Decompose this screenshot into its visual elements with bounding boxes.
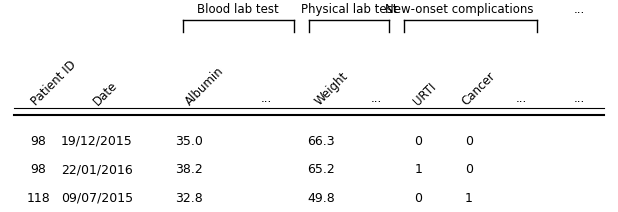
Text: 98: 98 [30, 163, 46, 176]
Text: 0: 0 [415, 192, 423, 205]
Text: ...: ... [574, 3, 585, 17]
Text: 1: 1 [465, 192, 473, 205]
Text: Albumin: Albumin [183, 65, 227, 108]
Text: 118: 118 [27, 192, 50, 205]
Text: URTI: URTI [410, 81, 438, 108]
Text: 0: 0 [415, 135, 423, 148]
Text: 38.2: 38.2 [175, 163, 203, 176]
Text: 32.8: 32.8 [175, 192, 203, 205]
Text: Physical lab test: Physical lab test [301, 3, 397, 17]
Text: 98: 98 [30, 135, 46, 148]
Text: Date: Date [91, 79, 120, 108]
Text: ...: ... [260, 92, 271, 105]
Text: ...: ... [515, 92, 527, 105]
Text: 1: 1 [415, 163, 423, 176]
Text: ...: ... [371, 92, 383, 105]
Text: 22/01/2016: 22/01/2016 [61, 163, 133, 176]
Text: 65.2: 65.2 [307, 163, 335, 176]
Text: 19/12/2015: 19/12/2015 [61, 135, 133, 148]
Text: Cancer: Cancer [460, 70, 498, 108]
Text: 35.0: 35.0 [175, 135, 203, 148]
Text: New-onset complications: New-onset complications [386, 3, 534, 17]
Text: ...: ... [574, 92, 585, 105]
Text: 0: 0 [465, 135, 473, 148]
Text: 49.8: 49.8 [307, 192, 335, 205]
Text: 0: 0 [465, 163, 473, 176]
Text: Patient ID: Patient ID [29, 59, 79, 108]
Text: Weight: Weight [312, 70, 350, 108]
Text: 09/07/2015: 09/07/2015 [61, 192, 133, 205]
Text: Blood lab test: Blood lab test [197, 3, 279, 17]
Text: 66.3: 66.3 [308, 135, 335, 148]
